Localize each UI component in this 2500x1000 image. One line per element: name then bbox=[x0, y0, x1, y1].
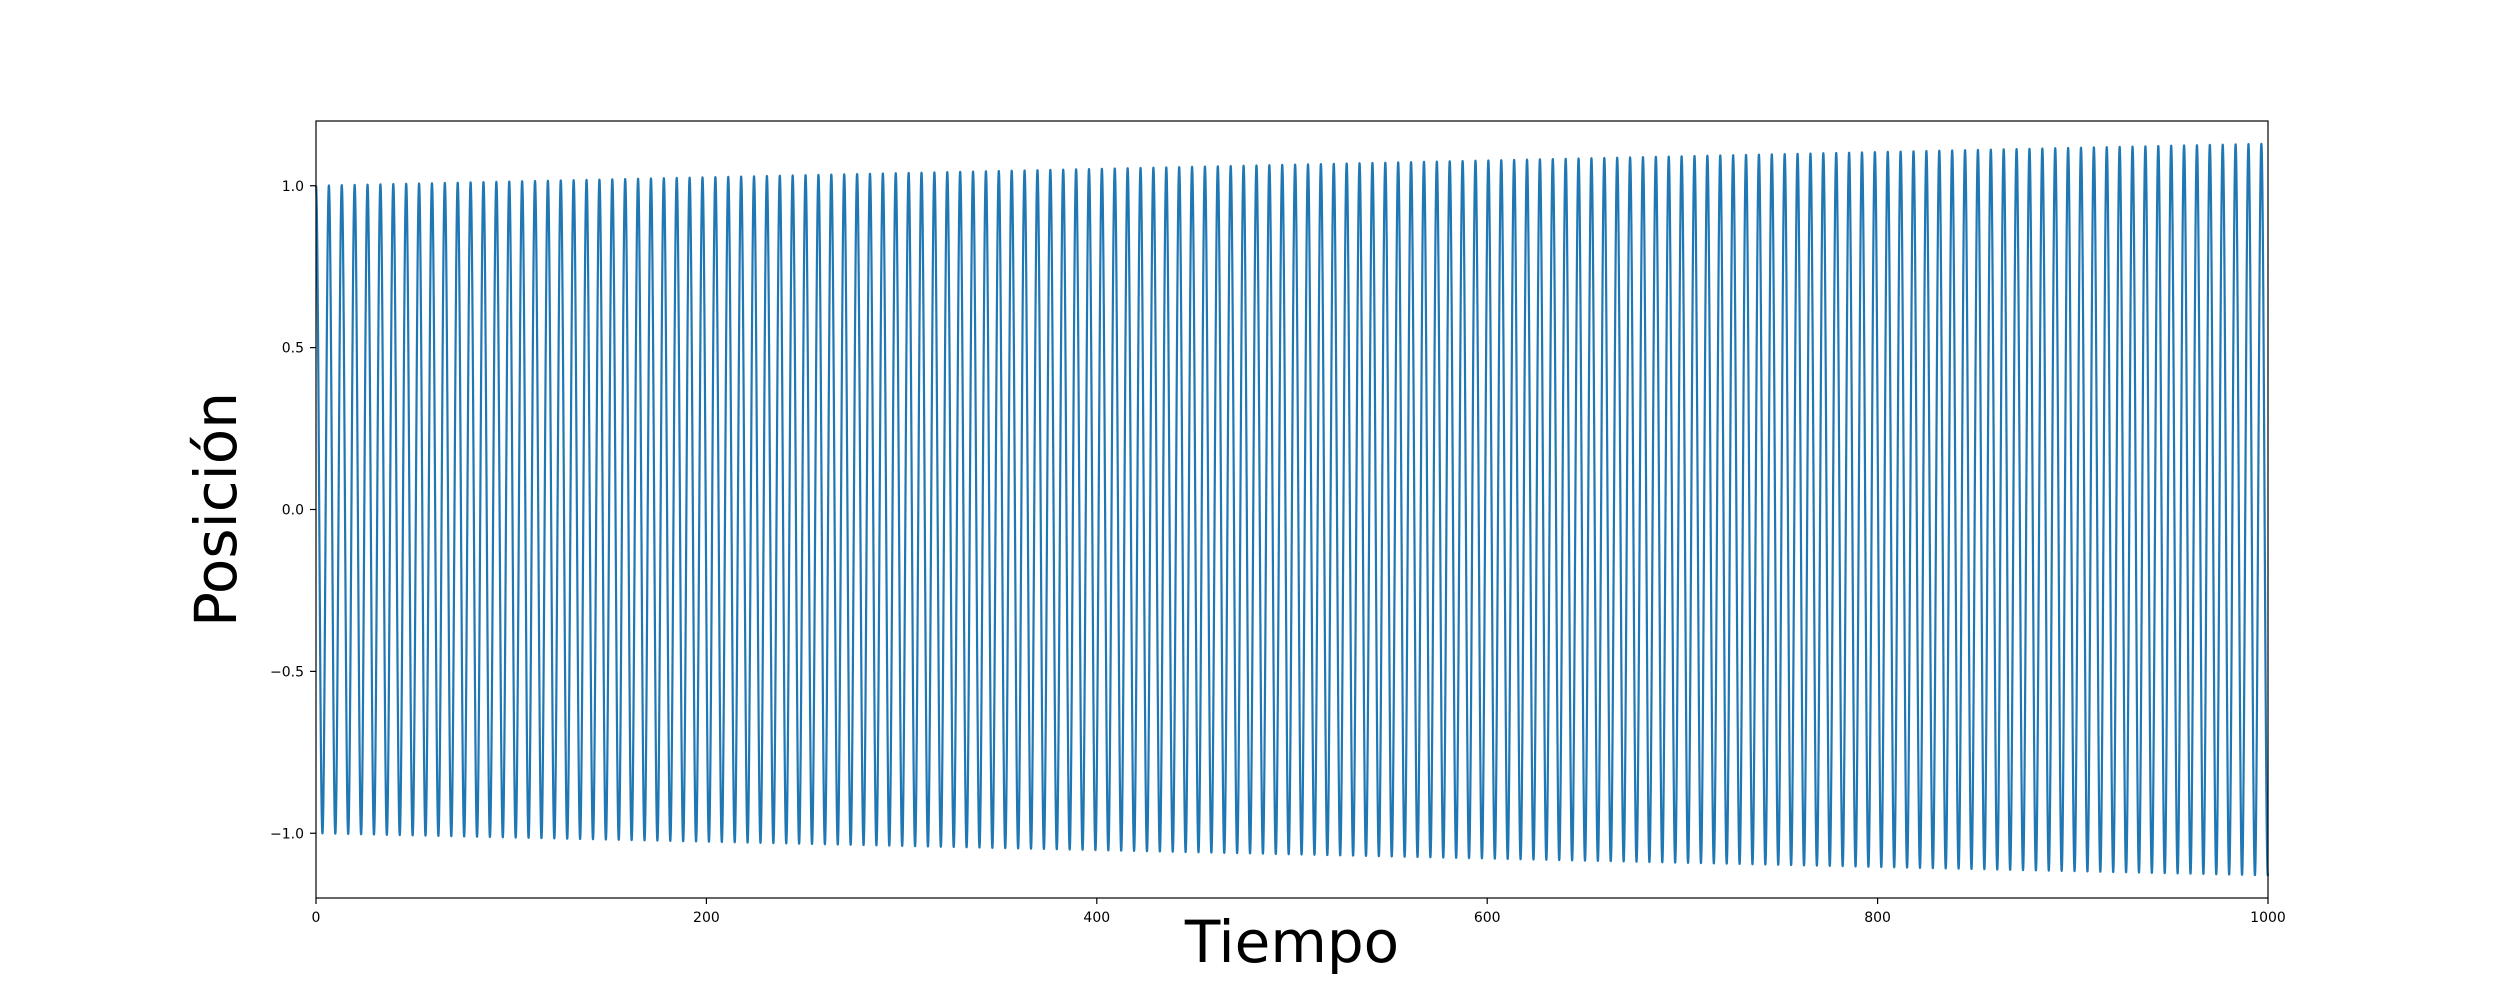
y-tick-label: 0.5 bbox=[282, 341, 304, 357]
plot-area bbox=[314, 142, 2270, 877]
y-tick-label: 1.0 bbox=[282, 179, 304, 195]
x-tick-label: 200 bbox=[693, 910, 720, 926]
series-line-0 bbox=[314, 142, 2270, 877]
x-tick-label: 400 bbox=[1083, 910, 1110, 926]
y-tick-label: 0.0 bbox=[282, 503, 304, 519]
x-tick-label: 600 bbox=[1474, 910, 1501, 926]
y-axis-title: Posición bbox=[182, 392, 250, 627]
x-tick-label: 800 bbox=[1864, 910, 1891, 926]
y-tick-label: −1.0 bbox=[270, 826, 304, 842]
y-axis: −1.0 −0.5 0.0 0.5 1.0 bbox=[270, 179, 316, 842]
y-tick-label: −0.5 bbox=[270, 664, 304, 680]
x-tick-label: 0 bbox=[312, 910, 321, 926]
x-tick-label: 1000 bbox=[2250, 910, 2286, 926]
x-axis-title: Tiempo bbox=[1184, 908, 1399, 976]
x-axis: 0 200 400 600 800 1000 bbox=[312, 898, 2286, 926]
plot-frame bbox=[315, 120, 2269, 899]
